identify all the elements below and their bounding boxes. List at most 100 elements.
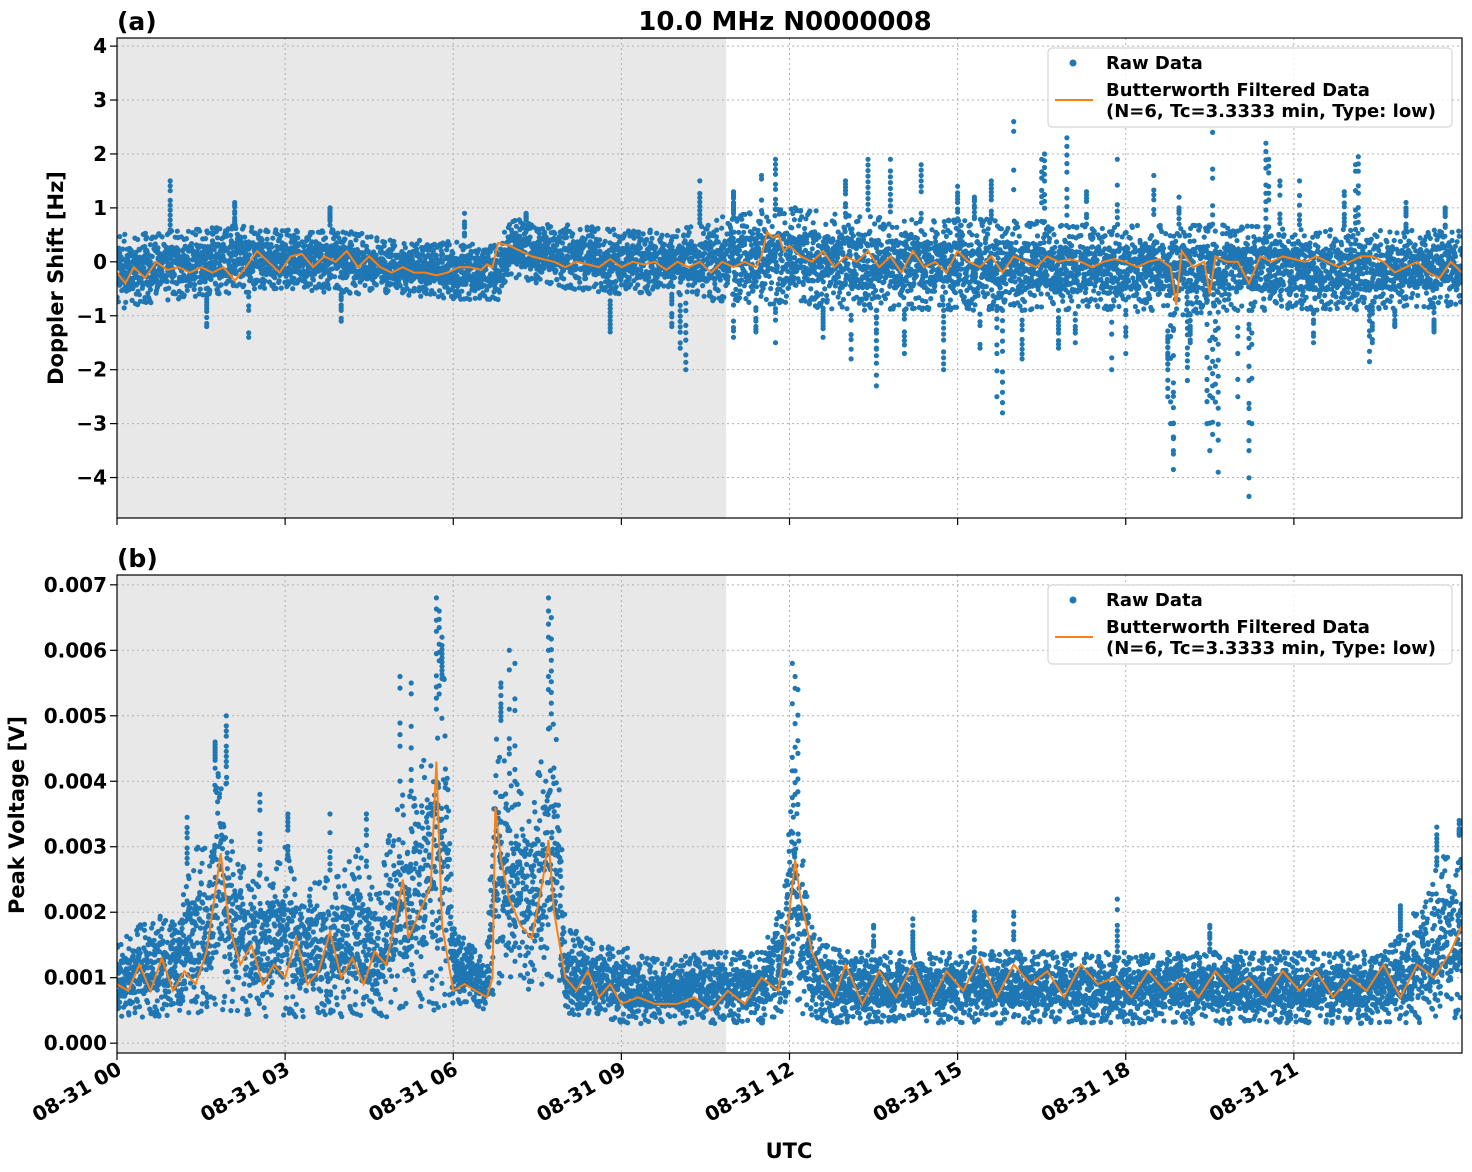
raw-data-point	[149, 253, 155, 260]
raw-data-point	[183, 236, 189, 242]
raw-data-point	[675, 228, 681, 234]
raw-data-point	[418, 293, 424, 299]
raw-data-point	[972, 271, 979, 277]
raw-data-point	[760, 285, 766, 291]
raw-data-point	[946, 218, 952, 224]
raw-data-point	[896, 302, 902, 308]
raw-data-point	[882, 296, 889, 302]
raw-data-point	[775, 281, 781, 287]
raw-data-point	[845, 261, 851, 267]
raw-data-point	[659, 232, 665, 238]
raw-data-point	[809, 246, 815, 252]
raw-data-point	[368, 234, 374, 240]
raw-data-point	[972, 302, 978, 308]
raw-data-point	[217, 226, 223, 232]
raw-data-point	[891, 303, 897, 309]
raw-data-point	[725, 274, 731, 280]
raw-data-point	[322, 235, 329, 241]
raw-data-point	[441, 295, 447, 301]
raw-data-point	[265, 229, 271, 235]
raw-data-point	[417, 237, 423, 243]
raw-data-point	[145, 290, 151, 296]
raw-data-point	[758, 293, 764, 299]
raw-data-point	[736, 295, 743, 301]
raw-data-point	[504, 267, 510, 273]
raw-data-point	[548, 224, 554, 230]
raw-data-point	[734, 271, 740, 277]
raw-data-point	[273, 285, 279, 292]
raw-data-point	[242, 234, 248, 240]
raw-data-point	[765, 218, 772, 224]
raw-data-point	[959, 261, 965, 267]
raw-data-point	[877, 214, 883, 221]
raw-data-point	[139, 285, 145, 291]
raw-data-point	[816, 234, 822, 240]
raw-data-point	[957, 272, 963, 278]
raw-data-point	[392, 243, 398, 249]
raw-data-point	[272, 275, 278, 281]
raw-data-point	[294, 229, 300, 235]
raw-data-point	[872, 221, 878, 227]
raw-data-point	[810, 220, 816, 226]
raw-data-point	[548, 279, 554, 286]
raw-data-point	[853, 271, 859, 277]
raw-data-point	[750, 288, 756, 294]
raw-data-point	[496, 289, 503, 295]
raw-data-point	[602, 238, 608, 244]
raw-data-point	[789, 225, 795, 231]
raw-data-point	[554, 277, 560, 283]
raw-data-point	[238, 240, 244, 246]
raw-data-point	[719, 225, 725, 231]
raw-data-point	[278, 285, 284, 291]
raw-data-point	[782, 299, 789, 305]
raw-data-point	[878, 300, 884, 306]
raw-data-point	[154, 285, 160, 291]
raw-data-point	[804, 240, 810, 246]
raw-data-point	[121, 238, 127, 244]
raw-data-point	[813, 208, 819, 214]
raw-data-point	[141, 265, 147, 271]
raw-data-point	[155, 245, 161, 251]
raw-data-point	[737, 290, 743, 296]
raw-data-point	[964, 273, 970, 280]
raw-data-point	[173, 291, 179, 297]
raw-data-point	[332, 274, 338, 280]
raw-data-point	[192, 282, 198, 288]
raw-data-point	[739, 216, 745, 222]
raw-data-point	[123, 299, 129, 305]
raw-data-point	[750, 231, 756, 237]
raw-data-point	[961, 294, 967, 300]
raw-data-point	[702, 250, 708, 256]
raw-data-point	[268, 242, 274, 248]
raw-data-point	[901, 283, 908, 289]
raw-data-point	[705, 222, 711, 228]
raw-data-point	[181, 292, 187, 298]
raw-data-point	[626, 275, 632, 281]
raw-data-point	[209, 225, 215, 231]
raw-data-point	[362, 282, 368, 288]
raw-data-point	[122, 231, 128, 237]
raw-data-point	[873, 287, 879, 294]
raw-data-point	[840, 250, 846, 256]
raw-data-point	[166, 285, 172, 291]
raw-data-point	[226, 290, 232, 296]
raw-data-point	[197, 286, 203, 292]
raw-data-point	[502, 278, 508, 285]
raw-data-point	[753, 284, 760, 290]
raw-data-point	[983, 283, 989, 290]
raw-data-point	[159, 269, 165, 275]
raw-data-point	[931, 219, 937, 225]
raw-data-point	[349, 242, 355, 248]
raw-data-point	[640, 231, 646, 237]
raw-data-point	[583, 275, 589, 282]
raw-data-point	[467, 296, 473, 302]
raw-data-point	[117, 234, 123, 240]
raw-data-point	[753, 278, 759, 284]
raw-data-point	[200, 292, 206, 298]
raw-data-point	[923, 273, 929, 279]
raw-data-point	[967, 222, 974, 228]
raw-data-point	[807, 208, 813, 214]
raw-data-point	[887, 283, 893, 289]
raw-data-point	[785, 285, 792, 291]
